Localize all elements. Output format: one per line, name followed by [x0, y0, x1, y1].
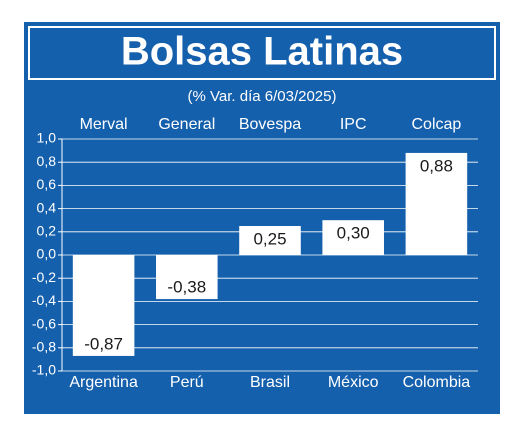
value-label: -0,87 [84, 334, 123, 353]
bar [405, 152, 468, 255]
y-tick-label: -0,4 [32, 292, 56, 308]
x-tick-label: México [328, 374, 379, 391]
y-tick-label: 0,8 [37, 153, 57, 169]
x-tick-label: Brasil [250, 374, 290, 391]
y-tick-label: 0,4 [37, 199, 57, 215]
value-label: -0,38 [167, 278, 206, 297]
chart-subtitle: (% Var. día 6/03/2025) [188, 88, 337, 105]
index-label: Merval [80, 116, 128, 133]
value-label: 0,30 [337, 224, 370, 243]
bar [156, 255, 218, 300]
y-tick-label: 0,2 [37, 223, 57, 239]
x-tick-label: Perú [170, 374, 204, 391]
value-label: 0,88 [420, 156, 453, 175]
x-tick-label: Argentina [69, 374, 138, 391]
chart-title: Bolsas Latinas [121, 30, 403, 74]
y-tick-label: 0,0 [37, 246, 57, 262]
y-tick-label: -0,8 [32, 339, 56, 355]
y-tick-label: -0,2 [32, 269, 56, 285]
title-frame [28, 26, 496, 80]
y-tick-label: 0,6 [37, 176, 57, 192]
index-label: General [158, 116, 215, 133]
y-tick-label: -0,6 [32, 315, 56, 331]
index-label: IPC [340, 116, 367, 133]
bar [322, 220, 384, 255]
bar [72, 255, 135, 356]
y-tick-label: -1,0 [32, 362, 56, 378]
index-label: Colcap [411, 116, 461, 133]
x-tick-label: Colombia [403, 374, 471, 391]
index-label: Bovespa [239, 116, 301, 133]
y-tick-label: 1,0 [37, 130, 57, 146]
bar [239, 226, 301, 255]
value-label: 0,25 [253, 229, 286, 248]
